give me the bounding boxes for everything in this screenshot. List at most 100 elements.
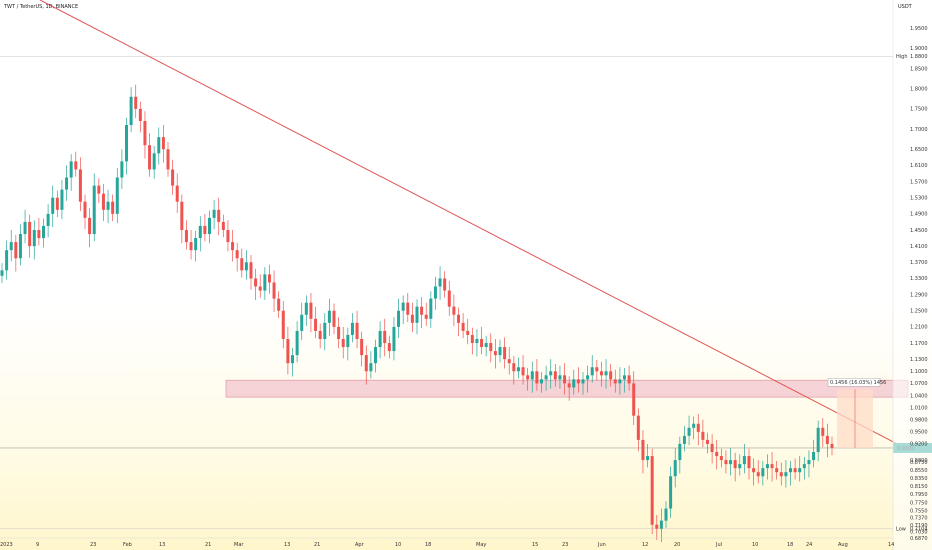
candle-body bbox=[410, 314, 414, 323]
x-tick-label: 24 bbox=[806, 542, 812, 548]
candle-body bbox=[572, 379, 576, 388]
candle-body bbox=[503, 347, 507, 360]
candle-body bbox=[161, 137, 165, 150]
candle-body bbox=[134, 96, 138, 109]
y-tick-label: 0.9500 bbox=[910, 430, 928, 436]
candle-body bbox=[42, 225, 45, 239]
candle-body bbox=[793, 468, 797, 473]
candle-body bbox=[175, 185, 179, 202]
y-tick-label: 1.1000 bbox=[910, 369, 928, 375]
candle-body bbox=[60, 189, 64, 210]
candle-body bbox=[267, 274, 271, 283]
candle-body bbox=[825, 435, 829, 444]
x-tick-label: 23 bbox=[562, 542, 568, 548]
candle-body bbox=[433, 286, 437, 299]
candle-body bbox=[475, 338, 479, 344]
candle-body bbox=[369, 363, 373, 372]
x-tick-label: 23 bbox=[90, 542, 96, 548]
candle-body bbox=[655, 524, 659, 529]
candle-body bbox=[23, 221, 27, 235]
candle-body bbox=[152, 153, 156, 170]
candle-body bbox=[295, 330, 299, 356]
y-tick-label: 0.9800 bbox=[910, 418, 928, 424]
candle-body bbox=[650, 456, 654, 525]
candle-body bbox=[221, 221, 225, 230]
candle-body bbox=[240, 258, 244, 271]
candle-body bbox=[540, 379, 543, 384]
y-tick-label: 0.9200 bbox=[910, 442, 928, 448]
candle-body bbox=[692, 423, 696, 428]
x-tick-label: 14 bbox=[888, 542, 894, 548]
candle-body bbox=[387, 343, 391, 352]
candle-body bbox=[457, 314, 460, 323]
candle-body bbox=[646, 456, 650, 461]
candle-body bbox=[55, 197, 59, 210]
y-tick-label: 0.7950 bbox=[910, 492, 928, 498]
candle-body bbox=[586, 375, 590, 380]
candle-body bbox=[235, 250, 239, 259]
candle-body bbox=[337, 326, 341, 339]
y-tick-label: 1.9000 bbox=[910, 46, 928, 52]
x-tick-label: 9 bbox=[36, 542, 39, 548]
candle-body bbox=[314, 318, 318, 331]
candle-body bbox=[401, 302, 405, 311]
candle-body bbox=[392, 326, 396, 352]
candle-body bbox=[415, 306, 419, 323]
y-tick-label: 1.8500 bbox=[910, 66, 928, 72]
x-tick-label: May bbox=[476, 542, 486, 548]
candle-body bbox=[770, 464, 774, 469]
candle-body bbox=[682, 435, 686, 444]
candle-body bbox=[784, 472, 788, 477]
candle-body bbox=[816, 427, 820, 453]
y-tick-label: 1.3700 bbox=[910, 260, 928, 266]
candle-body bbox=[208, 217, 211, 235]
candle-body bbox=[627, 375, 631, 384]
candle-body bbox=[576, 379, 580, 384]
candle-body bbox=[120, 161, 124, 178]
candle-body bbox=[97, 185, 101, 194]
x-tick-label: Apr bbox=[355, 542, 365, 548]
candle-body bbox=[452, 306, 456, 315]
candle-body bbox=[300, 314, 304, 331]
candle-body bbox=[143, 120, 147, 146]
candle-body bbox=[78, 169, 82, 202]
candle-body bbox=[254, 278, 258, 287]
candle-body bbox=[277, 298, 281, 311]
y-tick-label: 1.4900 bbox=[910, 212, 928, 218]
y-tick-label: 0.7030 bbox=[910, 529, 928, 535]
candle-body bbox=[733, 460, 737, 469]
x-tick-label: 2023 bbox=[0, 542, 13, 548]
y-tick-label: 0.7750 bbox=[910, 500, 928, 506]
x-tick-label: 21 bbox=[314, 542, 320, 548]
candle-body bbox=[327, 310, 331, 323]
candle-body bbox=[590, 367, 594, 376]
candle-body bbox=[406, 302, 410, 315]
candle-body bbox=[217, 209, 221, 222]
candle-body bbox=[696, 423, 700, 432]
x-tick-label: 15 bbox=[532, 542, 538, 548]
candle-body bbox=[724, 460, 728, 465]
candle-body bbox=[484, 343, 488, 348]
x-tick-label: 13 bbox=[159, 542, 165, 548]
candle-body bbox=[115, 177, 119, 214]
y-tick-label: 1.4500 bbox=[910, 228, 928, 234]
trendline bbox=[39, 0, 906, 449]
y-tick-label: 1.0400 bbox=[910, 393, 928, 399]
y-tick-label: 1.1700 bbox=[910, 341, 928, 347]
candle-body bbox=[0, 270, 4, 276]
candle-body bbox=[346, 334, 350, 348]
candle-body bbox=[32, 229, 36, 247]
candle-body bbox=[507, 359, 511, 364]
y-tick-label: 0.7190 bbox=[910, 523, 928, 529]
x-tick-label: Jun bbox=[597, 542, 606, 548]
low-label-text: Low bbox=[896, 526, 906, 532]
candle-body bbox=[14, 242, 18, 259]
x-tick-label: 21 bbox=[205, 542, 211, 548]
candle-body bbox=[318, 330, 322, 339]
candle-body bbox=[756, 472, 760, 477]
candle-body bbox=[226, 229, 230, 243]
x-tick-label: Jul bbox=[715, 542, 722, 548]
candle-body bbox=[659, 520, 663, 529]
